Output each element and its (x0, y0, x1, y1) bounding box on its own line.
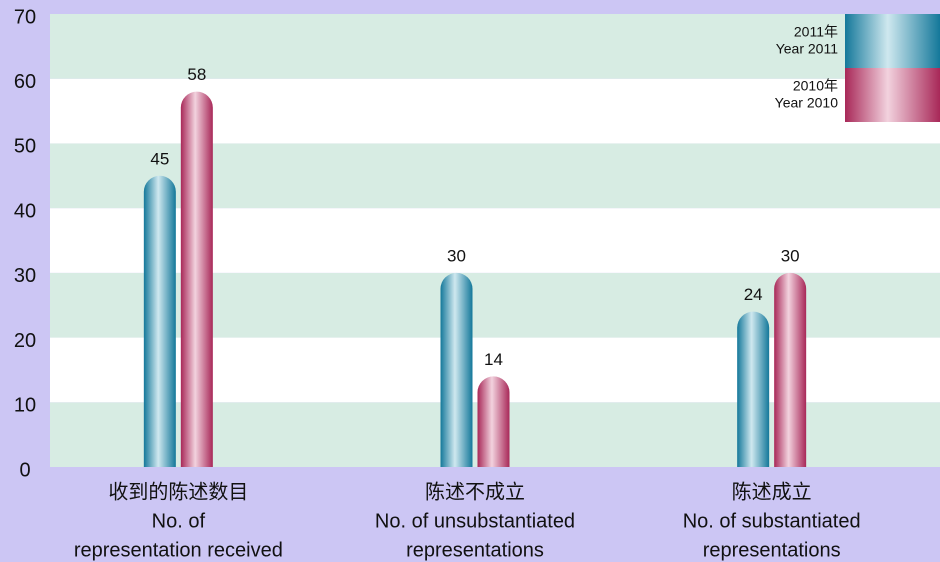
y-tick-label: 10 (14, 395, 36, 417)
y-tick-label: 40 (14, 200, 36, 222)
y-tick-label: 70 (14, 6, 36, 28)
x-tick-label: No. of (152, 510, 206, 532)
x-tick-label: 陈述成立 (732, 480, 812, 503)
x-tick-label: 收到的陈述数目 (108, 480, 248, 503)
value-label: 30 (781, 246, 800, 265)
bar (440, 272, 473, 467)
y-tick-label: 20 (14, 330, 36, 352)
bar (737, 311, 770, 467)
legend-swatch (845, 14, 940, 68)
x-tick-label: 陈述不成立 (425, 480, 525, 503)
legend-swatch (845, 68, 940, 122)
x-tick-label: representations (703, 539, 841, 561)
y-tick-label: 30 (14, 265, 36, 287)
bar (143, 175, 176, 468)
value-label: 45 (150, 149, 169, 168)
value-label: 30 (447, 246, 466, 265)
x-tick-label: No. of unsubstantiated (375, 510, 575, 532)
x-tick-label: representations (406, 539, 544, 561)
x-tick-label: representation received (74, 539, 283, 561)
y-tick-label: 60 (14, 71, 36, 93)
x-tick-label: No. of substantiated (683, 510, 861, 532)
legend-label: Year 2010 (775, 95, 839, 111)
bar (774, 272, 807, 467)
y-tick-label: 0 (19, 459, 30, 481)
legend-label: Year 2011 (776, 41, 838, 57)
value-label: 14 (484, 350, 503, 369)
legend-label: 2011年 (794, 24, 838, 40)
value-label: 58 (187, 65, 206, 84)
value-label: 24 (744, 285, 763, 304)
grid-band (50, 14, 940, 79)
bar (477, 376, 510, 467)
legend-label: 2010年 (793, 78, 838, 94)
y-tick-label: 50 (14, 136, 36, 158)
bar (180, 91, 213, 468)
